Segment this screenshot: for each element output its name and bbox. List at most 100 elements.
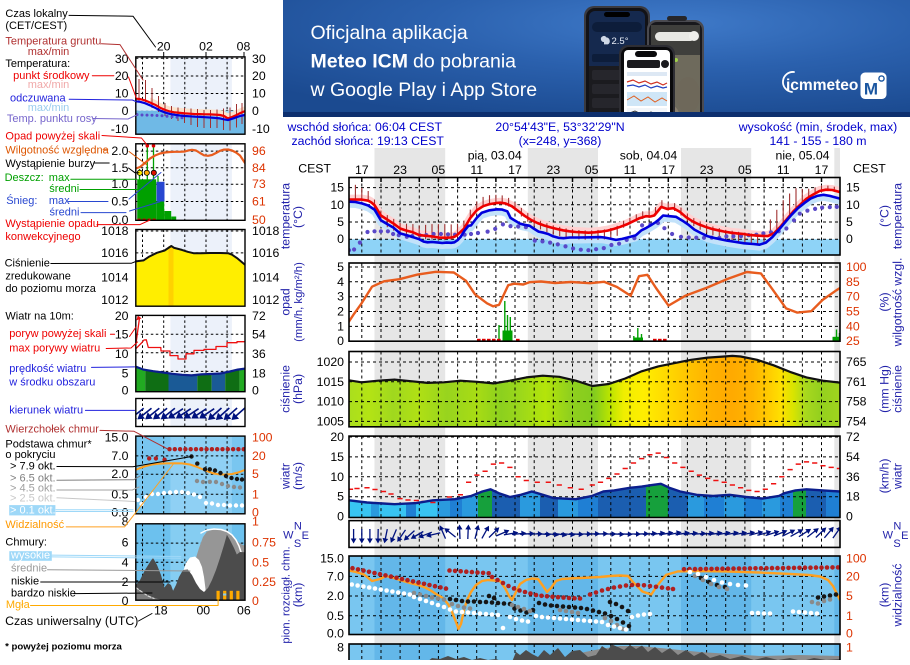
svg-text:765: 765 <box>846 355 867 369</box>
svg-text:0.5: 0.5 <box>252 556 269 570</box>
svg-text:100: 100 <box>846 260 867 274</box>
svg-text:niskie: niskie <box>11 576 39 588</box>
svg-text:4: 4 <box>337 275 344 289</box>
svg-text:1012: 1012 <box>101 293 129 307</box>
svg-text:wysokie: wysokie <box>10 550 50 562</box>
svg-text:8: 8 <box>337 641 344 655</box>
svg-text:(mm Hg): (mm Hg) <box>878 365 892 413</box>
svg-text:(%): (%) <box>878 292 892 311</box>
svg-text:(°C): (°C) <box>291 206 305 228</box>
svg-text:CEST: CEST <box>853 162 886 176</box>
svg-text:72: 72 <box>846 430 860 444</box>
svg-text:w środku obszaru: w środku obszaru <box>8 376 95 388</box>
svg-text:0: 0 <box>337 334 344 348</box>
svg-text:Czas uniwersalny (UTC): Czas uniwersalny (UTC) <box>5 614 138 628</box>
svg-text:11: 11 <box>470 163 483 177</box>
svg-text:max/min: max/min <box>28 46 70 58</box>
svg-text:wiatr: wiatr <box>891 463 905 490</box>
svg-text:do poziomu morza: do poziomu morza <box>5 283 96 295</box>
svg-text:15: 15 <box>330 450 344 464</box>
svg-text:0: 0 <box>252 384 259 398</box>
svg-text:141 - 155 - 180 m: 141 - 155 - 180 m <box>769 134 866 148</box>
svg-text:(CET/CEST): (CET/CEST) <box>5 20 67 32</box>
svg-text:0.25: 0.25 <box>252 575 276 589</box>
svg-text:1.5: 1.5 <box>111 161 128 175</box>
svg-text:15: 15 <box>846 181 860 195</box>
svg-text:> 0.1 okt.: > 0.1 okt. <box>10 505 56 517</box>
svg-text:23: 23 <box>393 163 407 177</box>
svg-text:Ciśnienie: Ciśnienie <box>5 258 50 270</box>
svg-text:S: S <box>294 538 301 550</box>
svg-text:o pokryciu: o pokryciu <box>5 449 55 461</box>
svg-text:18: 18 <box>846 490 860 504</box>
svg-text:W: W <box>283 529 294 541</box>
svg-text:08: 08 <box>237 40 251 54</box>
svg-text:70: 70 <box>846 290 860 304</box>
svg-text:758: 758 <box>846 395 867 409</box>
svg-text:icmmeteo: icmmeteo <box>786 77 858 94</box>
svg-text:1005: 1005 <box>317 414 345 428</box>
svg-text:40: 40 <box>846 319 860 333</box>
svg-text:0: 0 <box>846 510 853 524</box>
svg-text:7.0: 7.0 <box>111 449 128 463</box>
svg-text:nie, 05.04: nie, 05.04 <box>775 149 829 163</box>
svg-text:N: N <box>294 521 302 533</box>
svg-text:sob, 04.04: sob, 04.04 <box>620 149 678 163</box>
svg-text:05: 05 <box>432 163 446 177</box>
svg-text:> 7.9 okt.: > 7.9 okt. <box>10 461 56 473</box>
svg-text:0: 0 <box>122 104 129 118</box>
svg-text:CEST: CEST <box>298 162 331 176</box>
svg-text:5: 5 <box>337 490 344 504</box>
svg-text:54: 54 <box>252 327 266 341</box>
svg-text:54: 54 <box>846 450 860 464</box>
svg-text:1010: 1010 <box>317 395 345 409</box>
svg-text:kierunek wiatru: kierunek wiatru <box>9 404 83 416</box>
svg-text:17: 17 <box>355 163 369 177</box>
svg-text:(km/h): (km/h) <box>878 459 892 494</box>
svg-text:5: 5 <box>337 260 344 274</box>
svg-text:1: 1 <box>252 487 259 501</box>
svg-text:5: 5 <box>122 367 129 381</box>
svg-text:11: 11 <box>624 163 637 177</box>
svg-text:73: 73 <box>252 177 266 191</box>
svg-text:opad: opad <box>279 288 293 316</box>
svg-text:Meteo ICM: Meteo ICM <box>311 51 409 73</box>
svg-text:Oficjalna aplikacja: Oficjalna aplikacja <box>311 22 468 44</box>
svg-text:20: 20 <box>252 449 266 463</box>
svg-text:(x=248, y=368): (x=248, y=368) <box>519 134 602 148</box>
svg-text:20°54'43"E, 53°32'29"N: 20°54'43"E, 53°32'29"N <box>495 120 624 134</box>
svg-text:10: 10 <box>252 87 266 101</box>
svg-text:02: 02 <box>199 40 213 54</box>
svg-text:1016: 1016 <box>252 246 280 260</box>
svg-text:6: 6 <box>122 536 129 550</box>
svg-text:0: 0 <box>846 232 853 246</box>
svg-text:Chmury:: Chmury: <box>5 536 47 548</box>
svg-text:761: 761 <box>846 375 867 389</box>
svg-text:* powyżej poziomu morza: * powyżej poziomu morza <box>5 642 122 653</box>
svg-text:bardzo niskie: bardzo niskie <box>11 587 76 599</box>
svg-text:Śnieg:: Śnieg: <box>6 194 37 207</box>
svg-text:E: E <box>901 530 908 542</box>
svg-text:06: 06 <box>237 604 251 618</box>
svg-text:0.5: 0.5 <box>327 609 344 623</box>
svg-text:0: 0 <box>252 594 259 608</box>
svg-text:15.0: 15.0 <box>105 431 129 445</box>
svg-text:10: 10 <box>846 198 860 212</box>
svg-text:61: 61 <box>252 195 266 209</box>
svg-text:05: 05 <box>738 163 752 177</box>
svg-text:W: W <box>883 529 894 541</box>
svg-text:20: 20 <box>846 569 860 583</box>
svg-text:max/min: max/min <box>28 102 70 114</box>
svg-text:2.0: 2.0 <box>327 589 344 603</box>
svg-text:1014: 1014 <box>252 270 280 284</box>
svg-text:> 2.5 okt.: > 2.5 okt. <box>10 492 56 504</box>
svg-text:1012: 1012 <box>252 293 280 307</box>
svg-text:18: 18 <box>252 367 266 381</box>
svg-text:średni: średni <box>49 183 79 195</box>
svg-text:max porywy wiatru: max porywy wiatru <box>9 343 100 355</box>
svg-text:23: 23 <box>700 163 714 177</box>
svg-text:w Google Play i App Store: w Google Play i App Store <box>310 79 538 101</box>
svg-text:N: N <box>893 521 901 533</box>
svg-text:2.0: 2.0 <box>111 467 128 481</box>
svg-text:M: M <box>864 80 878 99</box>
